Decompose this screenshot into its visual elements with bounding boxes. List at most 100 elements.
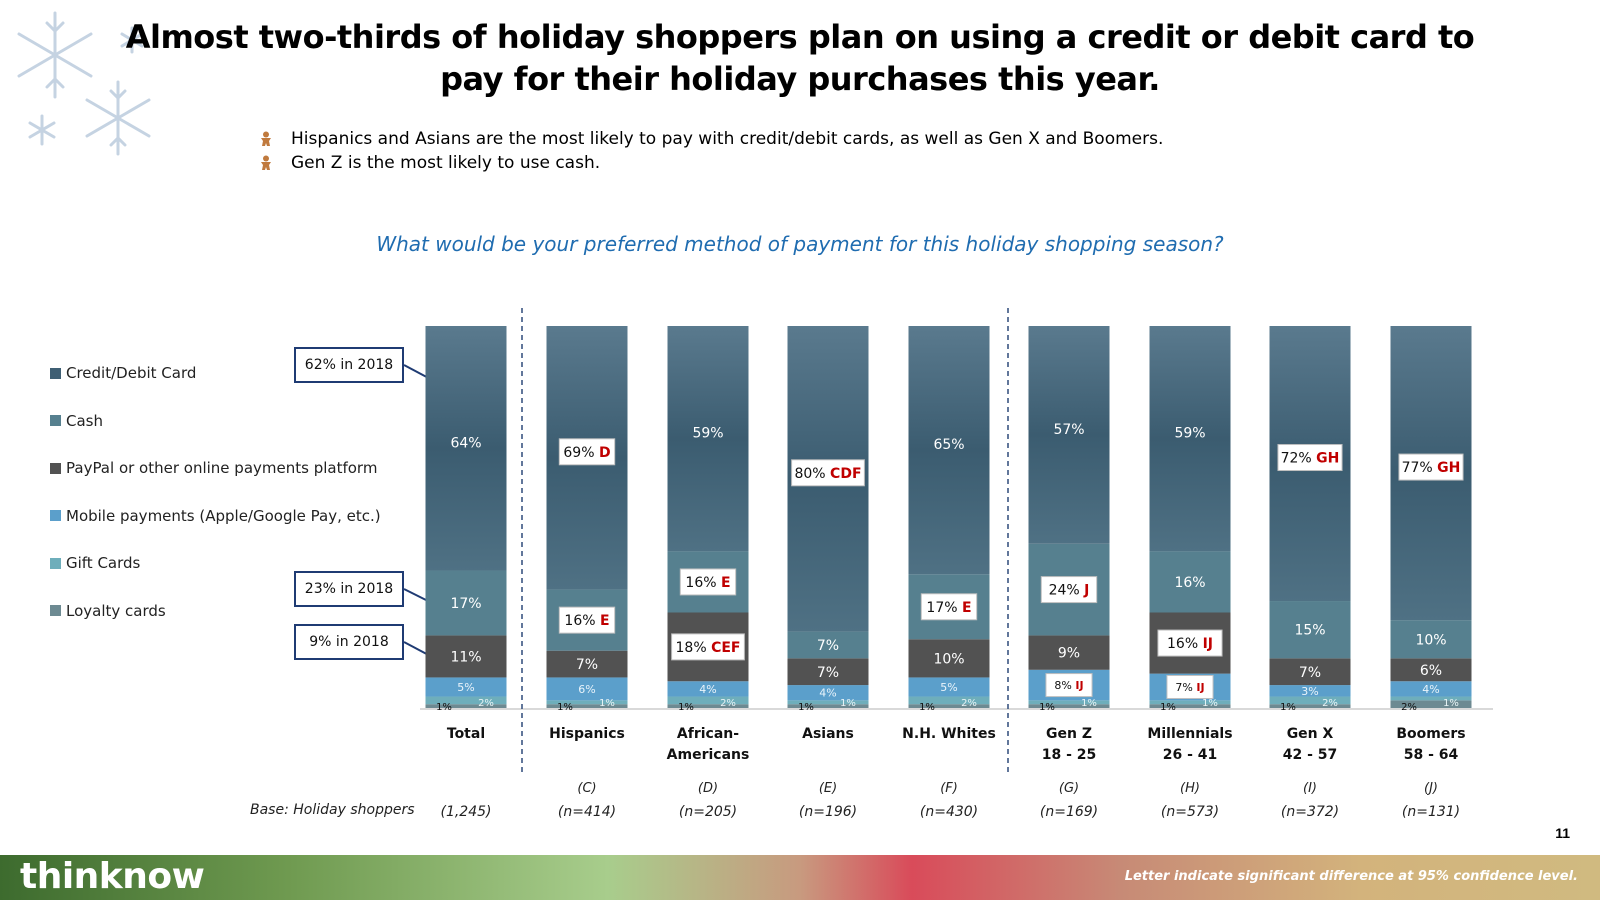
sig-label-box [1277, 444, 1343, 472]
data-label: 6% [578, 683, 595, 696]
bar-segment-loyalty [667, 704, 749, 708]
gingerbread-icon [255, 131, 277, 147]
category-label: 58 - 64 [1404, 747, 1459, 763]
data-label: 77% GH [1402, 460, 1461, 476]
bar-segment-loyalty [1149, 704, 1231, 708]
footnote: Letter indicate significant difference a… [1124, 869, 1578, 884]
legend-item: Gift Cards [50, 551, 381, 575]
legend-label: Credit/Debit Card [66, 364, 197, 382]
base-count: (1,245) [440, 804, 491, 820]
sig-label-box [558, 606, 616, 634]
data-label: 5% [940, 681, 957, 694]
base-count: (n=131) [1402, 804, 1460, 820]
bar-segment-gift [667, 696, 749, 705]
group-code: (E) [819, 781, 837, 796]
data-label: 1% [1280, 702, 1296, 713]
bullet-list: Hispanics and Asians are the most likely… [255, 127, 1163, 175]
group-code: (G) [1059, 781, 1079, 796]
data-label: 4% [699, 683, 716, 696]
bar-segment-loyalty [1390, 700, 1472, 708]
bar-segment-gift [1390, 696, 1472, 701]
bar-segment-loyalty [787, 704, 869, 708]
category-label: African- [677, 726, 739, 742]
sig-label-box [1166, 674, 1214, 699]
category-label: Gen X [1287, 726, 1334, 742]
category-label: Hispanics [549, 726, 625, 742]
data-label: 6% [1420, 663, 1442, 679]
base-label: Base: Holiday shoppers [250, 802, 415, 818]
data-label: 3% [1301, 685, 1318, 698]
sig-label-box [791, 459, 865, 487]
category-label: Total [447, 726, 485, 742]
bar-segment-loyalty [1269, 704, 1351, 708]
bar-segment-paypal [908, 639, 990, 678]
bar-segment-paypal [787, 658, 869, 686]
base-count: (n=372) [1281, 804, 1339, 820]
data-label: 9% [1058, 646, 1080, 662]
bar-segment-loyalty [908, 704, 990, 708]
bar-segment-loyalty [546, 704, 628, 708]
group-code: (J) [1424, 781, 1438, 796]
data-label: 1% [919, 702, 935, 713]
legend-item: Cash [50, 409, 381, 433]
data-label: 17% [450, 596, 481, 612]
data-label: 4% [1422, 683, 1439, 696]
bar-segment-gift [1149, 700, 1231, 705]
data-label: 1% [840, 698, 856, 709]
bullet-item: Hispanics and Asians are the most likely… [255, 127, 1163, 151]
bar-segment-mobile [787, 685, 869, 701]
data-label: 8% IJ [1054, 679, 1083, 692]
bar-segment-gift [1269, 696, 1351, 705]
sig-label-box [920, 593, 978, 621]
bar-segment-gift [425, 696, 507, 705]
category-label: Gen Z [1046, 726, 1092, 742]
data-label: 11% [450, 649, 481, 665]
data-label: 7% [1299, 665, 1321, 681]
group-code: (C) [577, 781, 596, 796]
legend-item: Loyalty cards [50, 599, 381, 623]
data-label: 5% [457, 681, 474, 694]
group-code: (I) [1303, 781, 1317, 796]
group-code: (H) [1180, 781, 1200, 796]
legend-label: PayPal or other online payments platform [66, 459, 378, 477]
bar-segment-cash [787, 631, 869, 659]
chart-legend: Credit/Debit Card Cash PayPal or other onl… [50, 361, 381, 646]
bullet-text: Hispanics and Asians are the most likely… [291, 129, 1164, 149]
bar-segment-cash [1149, 551, 1231, 613]
data-label: 69% D [563, 445, 610, 461]
bar-segment-credit [1028, 326, 1110, 544]
data-label: 2% [720, 698, 736, 709]
bar-segment-credit [908, 326, 990, 575]
page-number: 11 [1555, 825, 1570, 841]
bar-segment-paypal [1028, 635, 1110, 670]
bar-segment-cash [1269, 601, 1351, 659]
data-label: 1% [1202, 698, 1218, 709]
base-count: (n=414) [558, 804, 616, 820]
data-label: 7% [576, 657, 598, 673]
data-label: 59% [1174, 426, 1205, 442]
category-label: Boomers [1396, 726, 1465, 742]
sig-label-box [671, 633, 745, 661]
category-label: Americans [667, 747, 750, 763]
legend-swatch [50, 557, 61, 569]
data-label: 1% [557, 702, 573, 713]
sig-label-box [1398, 453, 1464, 481]
legend-label: Loyalty cards [66, 601, 166, 620]
category-label: Millennials [1147, 726, 1232, 742]
category-label: 26 - 41 [1163, 747, 1218, 763]
base-count: (n=205) [679, 804, 737, 820]
bar-segment-mobile [908, 677, 990, 697]
bar-segment-cash [1390, 620, 1472, 659]
group-code: (F) [940, 781, 958, 796]
bullet-text: Gen Z is the most likely to use cash. [291, 153, 601, 173]
data-label: 2% [1322, 698, 1338, 709]
legend-item: Credit/Debit Card [50, 361, 381, 385]
callout-credit-2018: 62% in 2018 [294, 347, 404, 383]
sig-label-box [1040, 576, 1098, 604]
data-label: 1% [1081, 698, 1097, 709]
data-label: 16% IJ [1167, 636, 1213, 652]
bar-segment-gift [908, 696, 990, 705]
data-label: 1% [1039, 702, 1055, 713]
bullet-item: Gen Z is the most likely to use cash. [255, 151, 1163, 175]
